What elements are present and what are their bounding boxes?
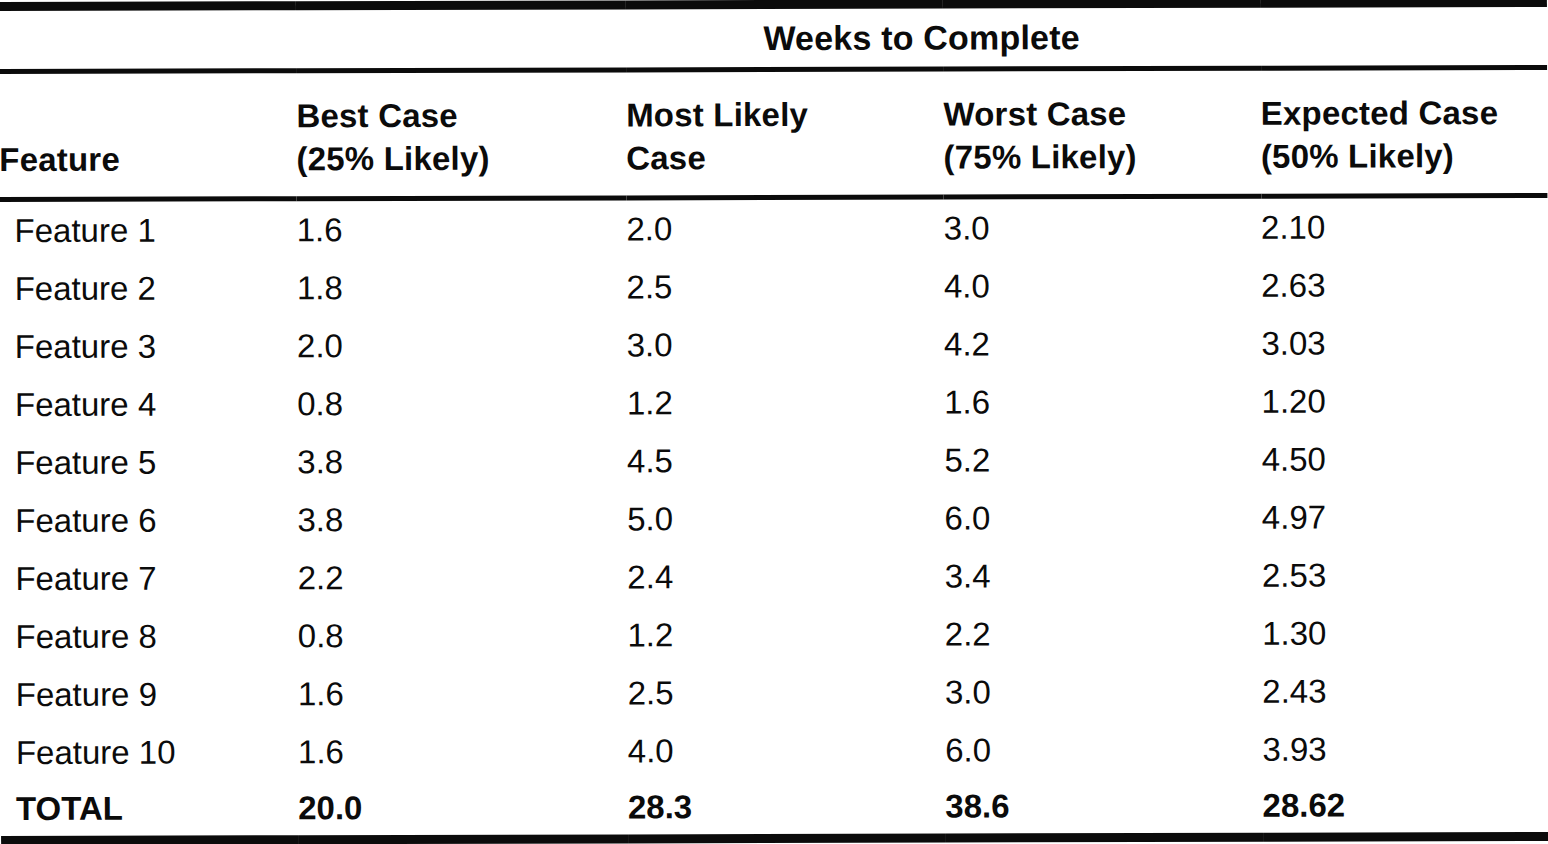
scanned-document-page: Weeks to Complete Feature Best Case (25%… — [0, 0, 1548, 844]
expected-case-value: 2.63 — [1261, 256, 1548, 315]
column-header-feature: Feature — [0, 71, 297, 200]
most-likely-value: 4.0 — [628, 721, 945, 780]
total-expected-case-value: 28.62 — [1263, 778, 1548, 837]
worst-case-value: 3.4 — [945, 547, 1262, 606]
expected-case-value: 1.20 — [1261, 372, 1548, 431]
total-worst-case-value: 38.6 — [945, 779, 1262, 838]
best-case-value: 1.6 — [297, 198, 627, 259]
column-header-worst-case: Worst Case (75% Likely) — [943, 68, 1261, 197]
table-row: Feature 3 2.0 3.0 4.2 3.03 — [0, 314, 1548, 376]
best-case-value: 1.6 — [298, 664, 628, 723]
best-case-value: 2.2 — [298, 548, 628, 607]
feature-label: Feature 2 — [0, 259, 297, 318]
total-best-case-value: 20.0 — [298, 780, 628, 839]
column-header-best-case: Best Case (25% Likely) — [296, 70, 626, 199]
best-case-value: 0.8 — [298, 606, 628, 665]
table-title: Weeks to Complete — [296, 2, 1547, 70]
best-case-value: 1.8 — [297, 258, 627, 317]
most-likely-value: 1.2 — [627, 605, 944, 664]
feature-label: Feature 4 — [0, 375, 297, 434]
total-row: TOTAL 20.0 28.3 38.6 28.62 — [1, 778, 1548, 841]
column-header-expected-case: Expected Case (50% Likely) — [1261, 67, 1548, 196]
expected-case-value: 3.03 — [1261, 314, 1548, 373]
table-row: Feature 10 1.6 4.0 6.0 3.93 — [1, 720, 1548, 782]
feature-label: Feature 5 — [0, 433, 297, 492]
table-row: Feature 7 2.2 2.4 3.4 2.53 — [0, 546, 1548, 608]
feature-label: Feature 8 — [0, 607, 297, 666]
worst-case-value: 5.2 — [944, 431, 1261, 490]
table-row: Feature 6 3.8 5.0 6.0 4.97 — [0, 488, 1548, 550]
expected-case-value: 4.97 — [1262, 488, 1548, 547]
spanner-empty-cell — [0, 6, 296, 72]
best-case-value: 3.8 — [297, 490, 627, 549]
worst-case-value: 2.2 — [945, 605, 1262, 664]
column-header-most-likely-case: Most Likely Case — [626, 69, 944, 198]
best-case-value: 3.8 — [297, 432, 627, 491]
table-row: Feature 2 1.8 2.5 4.0 2.63 — [0, 256, 1548, 318]
total-most-likely-value: 28.3 — [628, 779, 945, 838]
feature-label: Feature 1 — [0, 199, 297, 260]
column-header-row: Feature Best Case (25% Likely) Most Like… — [0, 67, 1547, 199]
most-likely-value: 5.0 — [627, 489, 944, 548]
spanner-row: Weeks to Complete — [0, 2, 1547, 71]
best-case-value: 1.6 — [298, 722, 628, 781]
feature-label: Feature 10 — [1, 723, 298, 782]
feature-label: Feature 3 — [0, 317, 297, 376]
best-case-value: 0.8 — [297, 374, 627, 433]
most-likely-value: 2.5 — [628, 663, 945, 722]
worst-case-value: 4.0 — [944, 257, 1261, 316]
most-likely-value: 2.0 — [626, 197, 943, 258]
worst-case-value: 6.0 — [944, 489, 1261, 548]
most-likely-value: 2.4 — [627, 547, 944, 606]
expected-case-value: 2.43 — [1262, 662, 1548, 721]
feature-label: Feature 9 — [1, 665, 298, 724]
most-likely-value: 4.5 — [627, 431, 944, 490]
most-likely-value: 2.5 — [626, 257, 943, 316]
expected-case-value: 1.30 — [1262, 604, 1548, 663]
table-row: Feature 5 3.8 4.5 5.2 4.50 — [0, 430, 1548, 492]
table-row: Feature 9 1.6 2.5 3.0 2.43 — [1, 662, 1548, 724]
total-label: TOTAL — [1, 781, 298, 840]
worst-case-value: 3.0 — [944, 196, 1261, 257]
worst-case-value: 6.0 — [945, 721, 1262, 780]
expected-case-value: 4.50 — [1262, 430, 1548, 489]
feature-label: Feature 6 — [0, 491, 297, 550]
expected-case-value: 2.53 — [1262, 546, 1548, 605]
worst-case-value: 1.6 — [944, 373, 1261, 432]
estimation-table: Weeks to Complete Feature Best Case (25%… — [0, 0, 1548, 844]
table-row: Feature 1 1.6 2.0 3.0 2.10 — [0, 195, 1548, 260]
worst-case-value: 3.0 — [945, 663, 1262, 722]
table-row: Feature 4 0.8 1.2 1.6 1.20 — [0, 372, 1548, 434]
most-likely-value: 3.0 — [627, 315, 944, 374]
expected-case-value: 3.93 — [1262, 720, 1548, 779]
expected-case-value: 2.10 — [1261, 195, 1548, 256]
most-likely-value: 1.2 — [627, 373, 944, 432]
best-case-value: 2.0 — [297, 316, 627, 375]
table-row: Feature 8 0.8 1.2 2.2 1.30 — [0, 604, 1548, 666]
feature-label: Feature 7 — [0, 549, 297, 608]
worst-case-value: 4.2 — [944, 315, 1261, 374]
